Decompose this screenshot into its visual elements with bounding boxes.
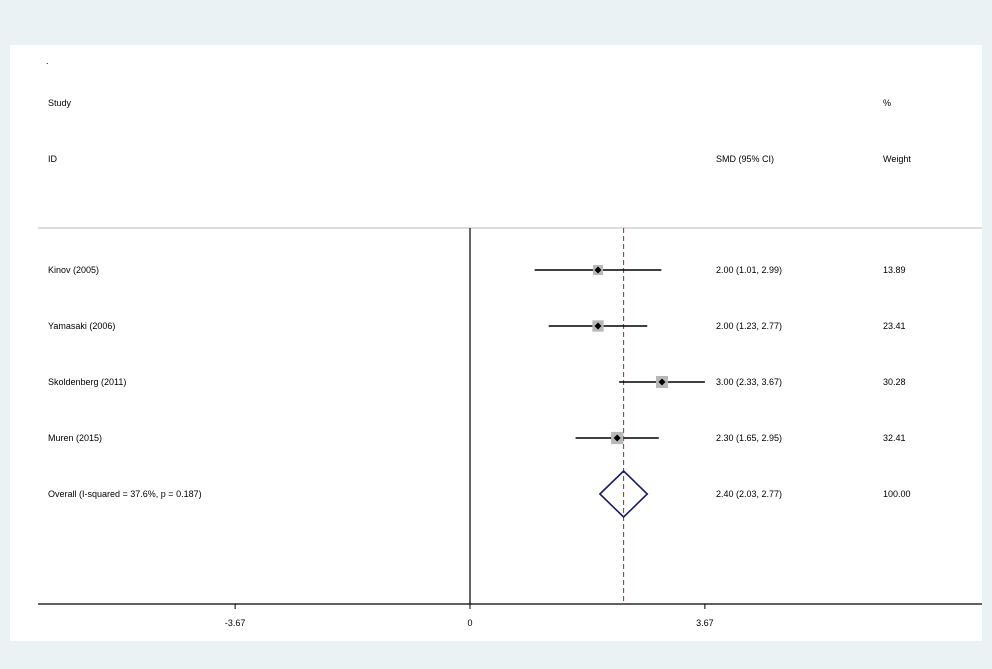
ci-text: 2.00 (1.23, 2.77) (716, 321, 782, 331)
overall-label: Overall (I-squared = 37.6%, p = 0.187) (48, 489, 202, 499)
weight-text: 13.89 (883, 265, 906, 275)
overall-ci-text: 2.40 (2.03, 2.77) (716, 489, 782, 499)
weight-text: 32.41 (883, 433, 906, 443)
study-label: Yamasaki (2006) (48, 321, 115, 331)
weight-text: 23.41 (883, 321, 906, 331)
x-tick-label: 3.67 (696, 618, 714, 628)
point-estimate (658, 378, 666, 386)
x-tick-label: -3.67 (225, 618, 246, 628)
header-id: ID (48, 154, 58, 164)
weight-text: 30.28 (883, 377, 906, 387)
ci-text: 2.30 (1.65, 2.95) (716, 433, 782, 443)
study-label: Skoldenberg (2011) (48, 377, 126, 387)
ci-text: 2.00 (1.01, 2.99) (716, 265, 782, 275)
point-estimate (613, 434, 621, 442)
header-study: Study (48, 98, 72, 108)
forest-plot: . Study ID SMD (95% CI) % Weight Kinov (… (38, 56, 982, 628)
header-weight: Weight (883, 154, 911, 164)
plot-panel: . Study ID SMD (95% CI) % Weight Kinov (… (10, 45, 982, 641)
ci-text: 3.00 (2.33, 3.67) (716, 377, 782, 387)
dot-label: . (46, 56, 49, 66)
point-estimate (594, 266, 602, 274)
overall-weight-text: 100.00 (883, 489, 911, 499)
overall-diamond (598, 469, 649, 519)
study-label: Kinov (2005) (48, 265, 99, 275)
study-label: Muren (2015) (48, 433, 102, 443)
header-weight-pct: % (883, 98, 891, 108)
point-estimate (594, 322, 602, 330)
header-ci: SMD (95% CI) (716, 154, 774, 164)
x-tick-label: 0 (467, 618, 472, 628)
